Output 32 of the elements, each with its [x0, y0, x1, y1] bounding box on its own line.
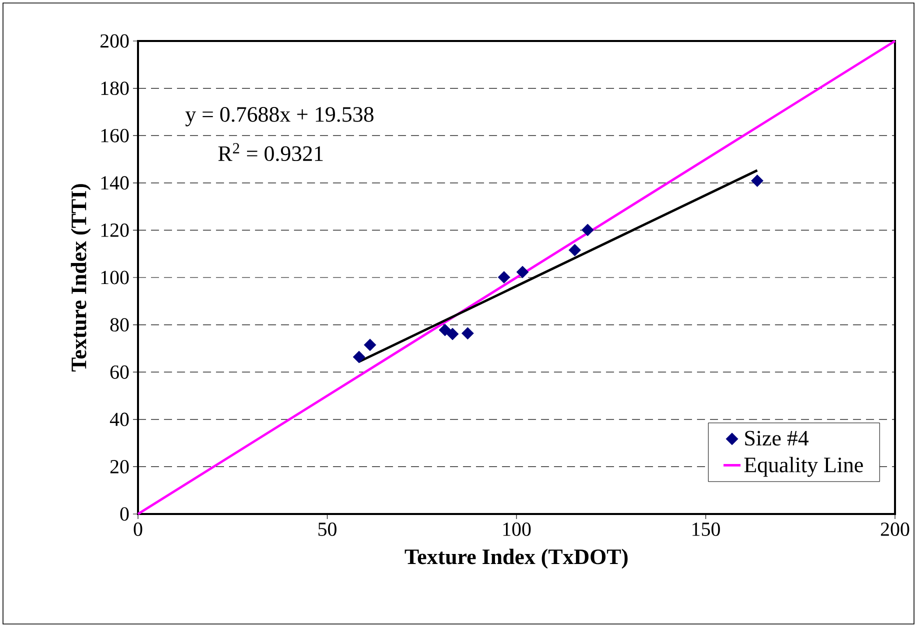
point	[516, 266, 529, 278]
x-tick-label: 150	[692, 522, 720, 536]
x-axis-title: Texture Index (TxDOT)	[404, 548, 628, 569]
y-axis-title: Texture Index (TTI)	[70, 184, 91, 372]
y-tick-label: 180	[101, 82, 129, 96]
x-tick-label: 50	[318, 522, 336, 536]
x-tick-label: 200	[880, 522, 910, 536]
annotation: y = 0.7688x + 19.538	[185, 107, 374, 126]
y-tick-label: 100	[101, 270, 129, 284]
y-tick-label: 140	[101, 176, 129, 190]
legend-label: Size #4	[745, 430, 809, 446]
x-tick-label: 0	[134, 522, 142, 536]
point	[581, 224, 594, 236]
point	[446, 328, 459, 340]
point	[364, 338, 376, 352]
point	[352, 350, 366, 364]
point	[751, 174, 764, 187]
point	[438, 324, 452, 336]
point	[498, 271, 510, 284]
legend-label: Equality Line	[744, 456, 863, 477]
y-tick-label: 20	[110, 460, 129, 474]
y-tick-label: 0	[120, 507, 129, 521]
point	[461, 327, 474, 340]
y-tick-label: 200	[100, 34, 129, 48]
y-tick-label: 160	[101, 128, 129, 142]
x-tick-label: 100	[503, 522, 531, 536]
y-tick-label: 60	[110, 365, 129, 379]
annotation: R$^{2}$ = 0.9321	[218, 143, 323, 162]
y-tick-label: 80	[110, 318, 129, 332]
y-tick-label: 120	[101, 223, 129, 237]
point	[568, 244, 581, 256]
y-tick-label: 40	[110, 412, 129, 426]
